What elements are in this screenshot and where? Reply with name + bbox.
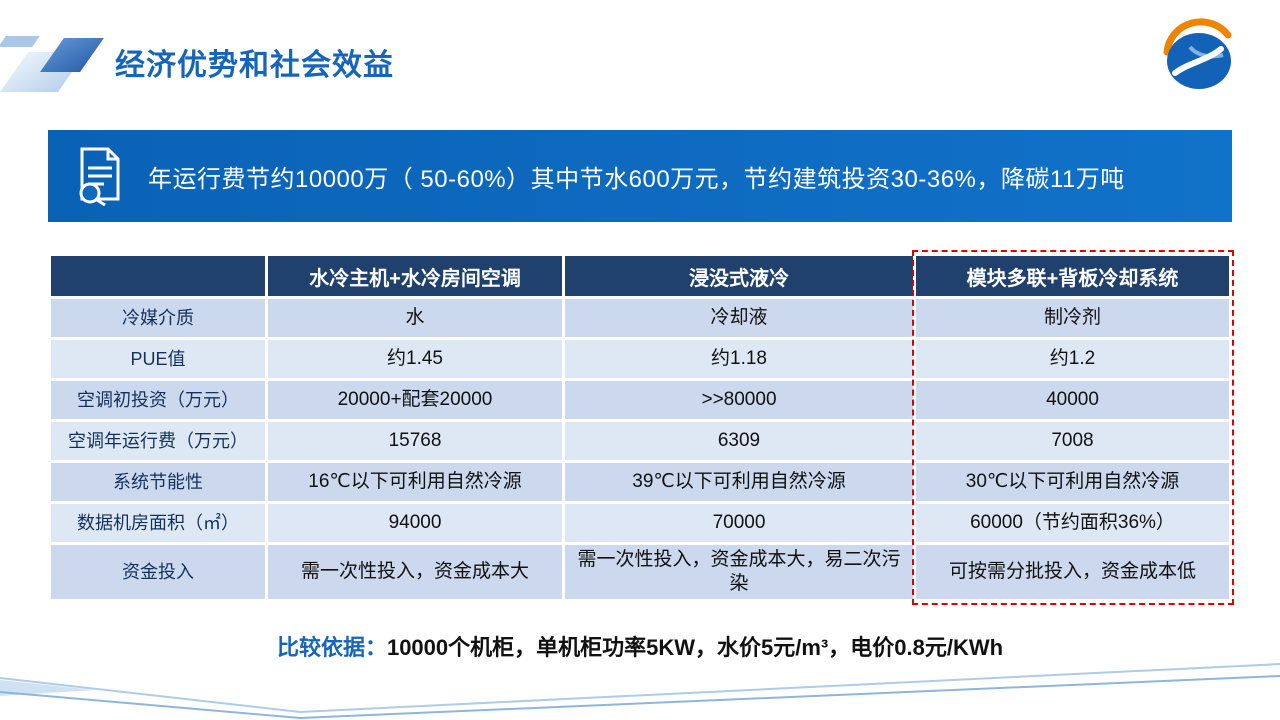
row-label-cell: 系统节能性	[51, 463, 265, 501]
table-row: PUE值 约1.45 约1.18 约1.2	[51, 340, 1229, 378]
table-cell: 7008	[916, 422, 1229, 460]
table-row: 空调年运行费（万元） 15768 6309 7008	[51, 422, 1229, 460]
table-cell: 需一次性投入，资金成本大	[268, 545, 562, 599]
table-cell: 水	[268, 299, 562, 337]
row-label-cell: 空调初投资（万元）	[51, 381, 265, 419]
row-label-cell: 空调年运行费（万元）	[51, 422, 265, 460]
bottom-decoration	[0, 663, 1280, 720]
table-row: 数据机房面积（㎡） 94000 70000 60000（节约面积36%）	[51, 504, 1229, 542]
page-title: 经济优势和社会效益	[115, 49, 394, 82]
table-cell: 可按需分批投入，资金成本低	[916, 545, 1229, 599]
table-cell: 6309	[565, 422, 913, 460]
table-row: 系统节能性 16℃以下可利用自然冷源 39℃以下可利用自然冷源 30℃以下可利用自然冷…	[51, 463, 1229, 501]
table-cell: 39℃以下可利用自然冷源	[565, 463, 913, 501]
table-cell: 15768	[268, 422, 562, 460]
table-row: 资金投入 需一次性投入，资金成本大 需一次性投入，资金成本大，易二次污染 可按需分批投…	[51, 545, 1229, 599]
column-header-cell: 模块多联+背板冷却系统	[916, 256, 1229, 296]
summary-banner: 年运行费节约10000万（ 50-60%）其中节水600万元，节约建筑投资30-…	[48, 130, 1232, 222]
comparison-table: 水冷主机+水冷房间空调 浸没式液冷 模块多联+背板冷却系统 冷媒介质水冷却液 制冷剂 PU…	[48, 253, 1232, 602]
banner-text: 年运行费节约10000万（ 50-60%）其中节水600万元，节约建筑投资30-…	[148, 165, 1125, 193]
table-cell: 60000（节约面积36%）	[916, 504, 1229, 542]
document-search-icon	[74, 146, 126, 206]
column-header-cell: 水冷主机+水冷房间空调	[268, 256, 562, 296]
row-label-cell: 数据机房面积（㎡）	[51, 504, 265, 542]
table-cell: 制冷剂	[916, 299, 1229, 337]
table-row: 冷媒介质水冷却液 制冷剂	[51, 299, 1229, 337]
table-cell: 约1.18	[565, 340, 913, 378]
table-cell: 30℃以下可利用自然冷源	[916, 463, 1229, 501]
table-cell: >>80000	[565, 381, 913, 419]
table-row: 空调初投资（万元） 20000+配套20000 >>80000 40000	[51, 381, 1229, 419]
comparison-basis-note: 比较依据：10000个机柜，单机柜功率5KW，水价5元/m³，电价0.8元/KW…	[0, 630, 1280, 662]
table-cell: 约1.2	[916, 340, 1229, 378]
corner-header-cell	[51, 256, 265, 296]
footnote-label: 比较依据：	[276, 635, 387, 660]
row-label-cell: PUE值	[51, 340, 265, 378]
row-label-cell: 资金投入	[51, 545, 265, 599]
table-cell: 16℃以下可利用自然冷源	[268, 463, 562, 501]
table-cell: 94000	[268, 504, 562, 542]
table-cell: 需一次性投入，资金成本大，易二次污染	[565, 545, 913, 599]
table-cell: 约1.45	[268, 340, 562, 378]
top-left-decoration	[0, 0, 120, 110]
decoration-parallelogram	[0, 36, 40, 47]
table-cell: 40000	[916, 381, 1229, 419]
column-header-cell: 浸没式液冷	[565, 256, 913, 296]
row-label-cell: 冷媒介质	[51, 299, 265, 337]
company-logo-icon	[1160, 16, 1238, 94]
table-cell: 20000+配套20000	[268, 381, 562, 419]
table-cell: 70000	[565, 504, 913, 542]
footnote-text: 10000个机柜，单机柜功率5KW，水价5元/m³，电价0.8元/KWh	[386, 635, 1004, 660]
table-cell: 冷却液	[565, 299, 913, 337]
